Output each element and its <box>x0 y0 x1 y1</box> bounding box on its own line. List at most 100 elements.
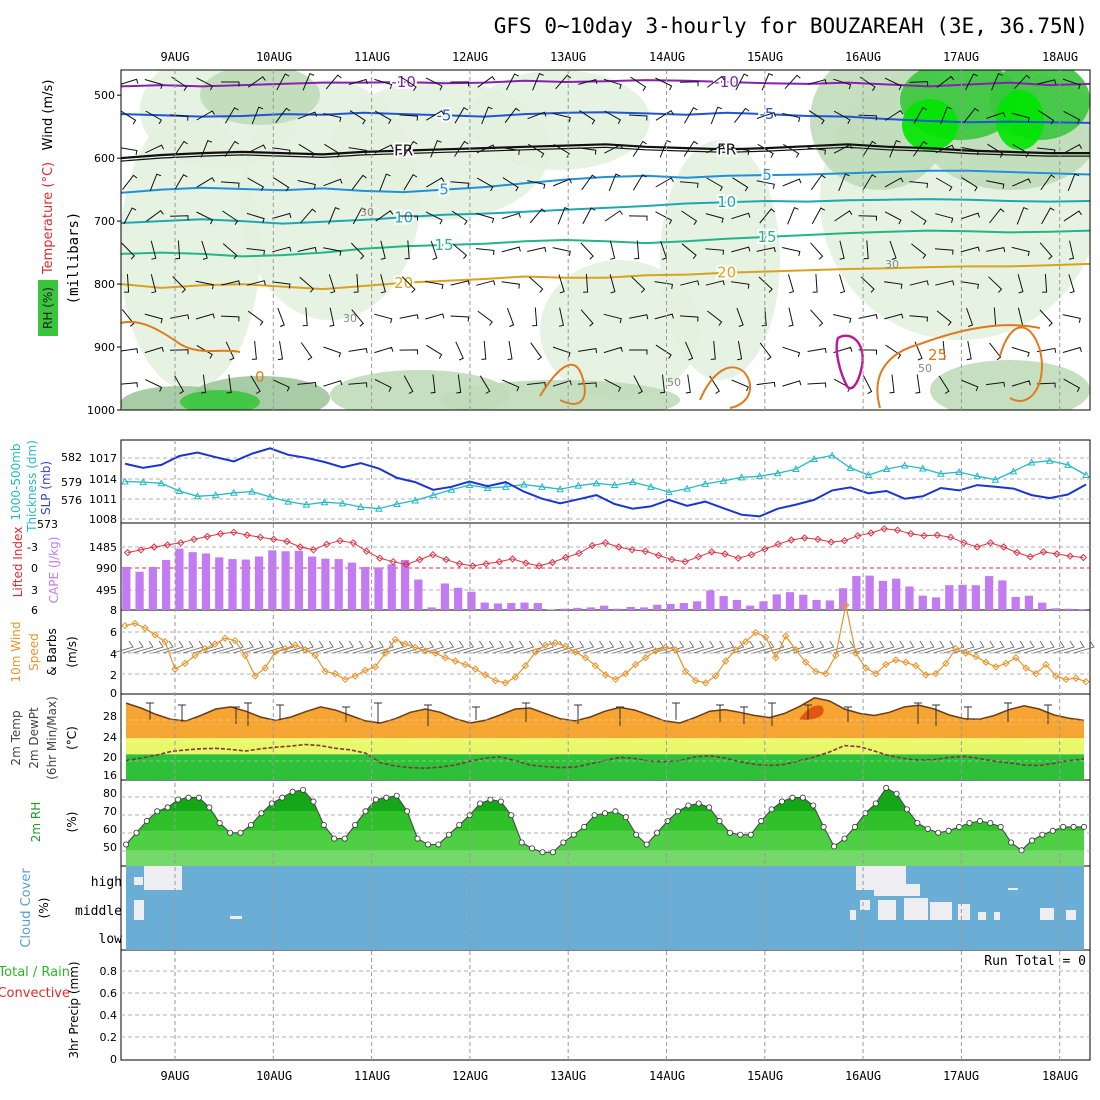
cape-bar <box>440 583 450 610</box>
axis-label-cape: CAPE (J/kg) <box>47 537 61 604</box>
wind-speed-point <box>501 679 510 687</box>
run-total: Run Total = 0 <box>984 954 1086 969</box>
thickness-point <box>356 502 365 510</box>
lifted-index-point <box>973 543 981 551</box>
slp-panel-frame <box>120 439 1091 524</box>
lifted-index-point <box>269 535 278 544</box>
cape-bar <box>188 552 197 610</box>
tick-label: 3 <box>31 584 38 597</box>
wind-speed-point <box>1022 664 1030 672</box>
rh-point <box>393 792 400 799</box>
wind-speed-point <box>481 671 490 679</box>
wind-speed-point <box>221 634 229 642</box>
thickness-point <box>1064 460 1072 468</box>
isotherm-line <box>121 143 1090 160</box>
cape-bar <box>520 602 529 610</box>
cape-bar <box>600 605 609 610</box>
rh-point <box>924 825 931 832</box>
cloud-cover-gap <box>930 902 952 920</box>
rh-point <box>487 796 494 803</box>
wind-speed-point <box>631 660 640 669</box>
wind-speed-point <box>1042 660 1050 669</box>
cape-bar <box>1011 596 1020 610</box>
lifted-index-point <box>442 555 450 564</box>
wind-speed-point <box>721 657 730 665</box>
day-label: 10AUG <box>256 1069 292 1083</box>
wind-speed-point <box>581 654 590 662</box>
wind-speed-point <box>681 667 690 676</box>
cape-bar <box>772 594 781 610</box>
minmax-whisker <box>178 704 186 722</box>
tick-label: 576 <box>61 494 82 507</box>
wind-speed-point <box>791 646 800 654</box>
axis-label-thickness: Thickness (dm) <box>25 440 39 533</box>
thickness-point <box>991 475 1000 483</box>
lifted-index-point <box>1026 553 1034 561</box>
wind-speed-point <box>261 664 269 672</box>
axis-label-lifted-index: Lifted Index <box>11 527 25 598</box>
thickness-point <box>810 454 818 462</box>
rh-point <box>227 829 234 836</box>
day-label: 17AUG <box>943 1069 979 1083</box>
pressure-tick-label: 600 <box>94 152 115 165</box>
rh-plot <box>121 784 1090 866</box>
cape-bar <box>268 550 277 610</box>
rh-point <box>799 794 806 801</box>
wind-speed-point <box>972 652 980 661</box>
thickness-point <box>248 487 256 495</box>
temperature-plot <box>121 697 1090 780</box>
rh-point <box>685 802 692 809</box>
wind-speed-point <box>281 644 289 653</box>
day-label: 11AUG <box>354 50 390 64</box>
contour-label: 25 <box>928 346 947 364</box>
rh-point <box>372 796 379 803</box>
wind-speed-point <box>802 658 810 666</box>
wind-speed-point <box>1082 678 1090 686</box>
minmax-whisker <box>276 704 284 720</box>
tick-label: 579 <box>61 476 82 489</box>
lifted-index-point <box>203 532 211 541</box>
wind-speed-point <box>962 649 970 657</box>
wind-speed-point <box>822 670 830 678</box>
cape-bar <box>1024 595 1034 610</box>
rh-point <box>1070 823 1077 830</box>
cape-bar <box>1038 602 1047 610</box>
isotherm-line <box>121 262 1090 291</box>
lifted-index-point <box>774 540 782 548</box>
axis-label-slp: SLP (mb) <box>39 461 53 515</box>
cape-bar <box>586 607 596 610</box>
wind-speed-point <box>121 622 129 630</box>
pressure-tick-label: 500 <box>94 89 115 102</box>
cape-bar <box>507 603 516 610</box>
thickness-point <box>683 484 691 492</box>
minmax-whisker <box>146 702 154 720</box>
cape-bar <box>387 564 396 610</box>
minmax-whisker <box>914 702 922 724</box>
day-label: 16AUG <box>845 1069 881 1083</box>
day-label: 15AUG <box>747 1069 783 1083</box>
wind-speed-point <box>892 656 900 664</box>
thickness-point <box>1027 458 1036 466</box>
cloud-cover-gap <box>144 866 182 890</box>
cape-bar <box>361 566 370 610</box>
wind-speed-point <box>351 672 359 680</box>
tick-label: 50 <box>103 841 117 854</box>
rh-point <box>820 823 827 830</box>
day-label: 13AUG <box>550 1069 586 1083</box>
axis-label-10m-wind: 10m Wind <box>9 622 23 683</box>
pressure-tick-label: 800 <box>94 278 115 291</box>
wind-speed-point <box>341 675 349 684</box>
rh-point <box>1008 839 1015 846</box>
thickness-point <box>719 476 728 484</box>
lifted-index-point <box>707 548 716 556</box>
rh-point <box>674 808 681 815</box>
thickness-point <box>175 486 184 494</box>
day-label: 12AUG <box>452 50 488 64</box>
cape-bar <box>493 603 503 610</box>
cloud-cover-gap <box>850 910 856 920</box>
lifted-index-point <box>668 555 676 564</box>
rh-point <box>383 794 390 801</box>
day-label: 14AUG <box>649 1069 685 1083</box>
wind-speed-point <box>751 628 760 637</box>
wind-speed-point <box>952 644 960 653</box>
